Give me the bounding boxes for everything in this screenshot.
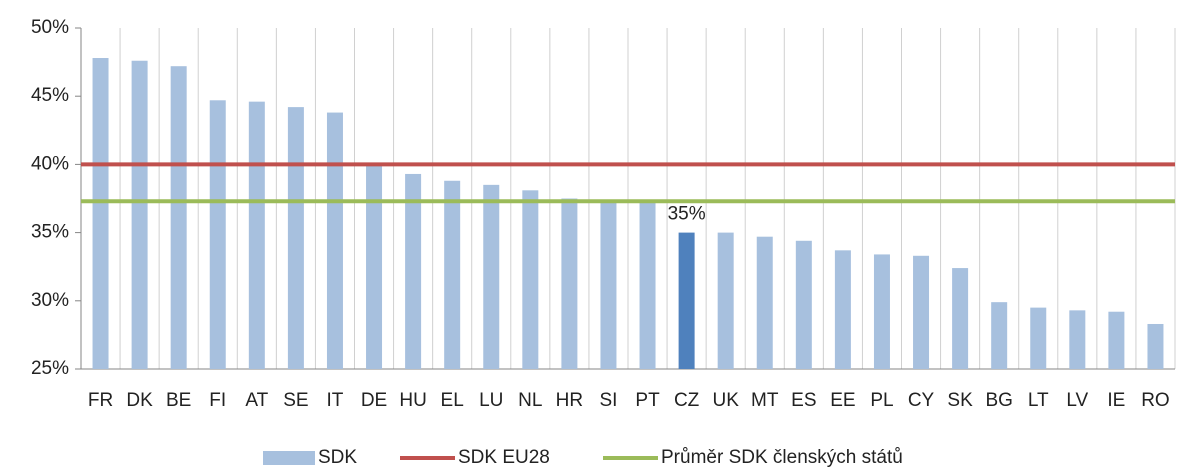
- x-tick-label: DE: [361, 390, 387, 411]
- bar: [92, 58, 109, 370]
- bar: [717, 232, 734, 369]
- bar: [873, 254, 890, 369]
- bar: [483, 184, 500, 369]
- bar: [170, 66, 187, 369]
- x-tick-label: MT: [751, 390, 779, 411]
- bar: [366, 164, 383, 369]
- x-tick-label: IT: [327, 390, 344, 411]
- x-tick-label: EL: [441, 390, 464, 411]
- bar: [678, 232, 695, 369]
- x-tick-label: FI: [209, 390, 226, 411]
- x-tick-label: LT: [1028, 390, 1049, 411]
- bar: [1069, 310, 1086, 369]
- x-tick-label: NL: [518, 390, 542, 411]
- x-tick-label: PL: [870, 390, 893, 411]
- bar: [1147, 323, 1164, 369]
- y-tick-label: 25%: [31, 358, 69, 379]
- bar: [248, 101, 265, 369]
- bar: [131, 60, 148, 370]
- y-tick-label: 40%: [31, 153, 69, 174]
- bar: [209, 100, 226, 370]
- bar: [913, 255, 930, 369]
- bar: [1108, 311, 1125, 369]
- bar: [756, 236, 773, 369]
- data-label: 35%: [668, 204, 706, 225]
- x-tick-label: BG: [985, 390, 1012, 411]
- x-tick-label: IE: [1107, 390, 1125, 411]
- x-tick-label: CY: [908, 390, 935, 411]
- legend-swatch: [263, 451, 315, 465]
- bar: [795, 240, 812, 369]
- x-tick-label: AT: [245, 390, 268, 411]
- bar: [561, 198, 578, 369]
- x-tick-label: SI: [599, 390, 617, 411]
- y-tick-label: 45%: [31, 85, 69, 106]
- legend-label: SDK: [318, 447, 357, 467]
- bar: [639, 202, 656, 369]
- x-tick-label: SE: [283, 390, 308, 411]
- y-tick-label: 50%: [31, 17, 69, 38]
- x-tick-label: SK: [947, 390, 973, 411]
- bar: [834, 250, 851, 369]
- legend-label: SDK EU28: [458, 447, 550, 467]
- x-tick-label: RO: [1141, 390, 1170, 411]
- x-tick-label: HR: [556, 390, 583, 411]
- x-tick-label: EE: [830, 390, 855, 411]
- bar: [600, 199, 617, 369]
- bar: [1030, 307, 1047, 369]
- x-tick-label: BE: [166, 390, 191, 411]
- x-tick-label: CZ: [674, 390, 700, 411]
- bar: [405, 173, 422, 369]
- x-tick-label: LU: [479, 390, 503, 411]
- x-tick-label: FR: [88, 390, 113, 411]
- bar: [287, 107, 304, 369]
- x-tick-label: DK: [126, 390, 153, 411]
- bar: [522, 190, 539, 369]
- bar: [952, 268, 969, 369]
- x-tick-label: PT: [635, 390, 660, 411]
- bar: [326, 112, 343, 370]
- y-tick-label: 30%: [31, 290, 69, 311]
- y-tick-label: 35%: [31, 222, 69, 243]
- legend-label: Průměr SDK členských států: [661, 447, 903, 467]
- x-tick-label: UK: [712, 390, 739, 411]
- bar: [991, 302, 1008, 369]
- x-tick-label: ES: [791, 390, 816, 411]
- x-tick-label: HU: [399, 390, 426, 411]
- bar: [444, 180, 461, 369]
- x-tick-label: LV: [1066, 390, 1088, 411]
